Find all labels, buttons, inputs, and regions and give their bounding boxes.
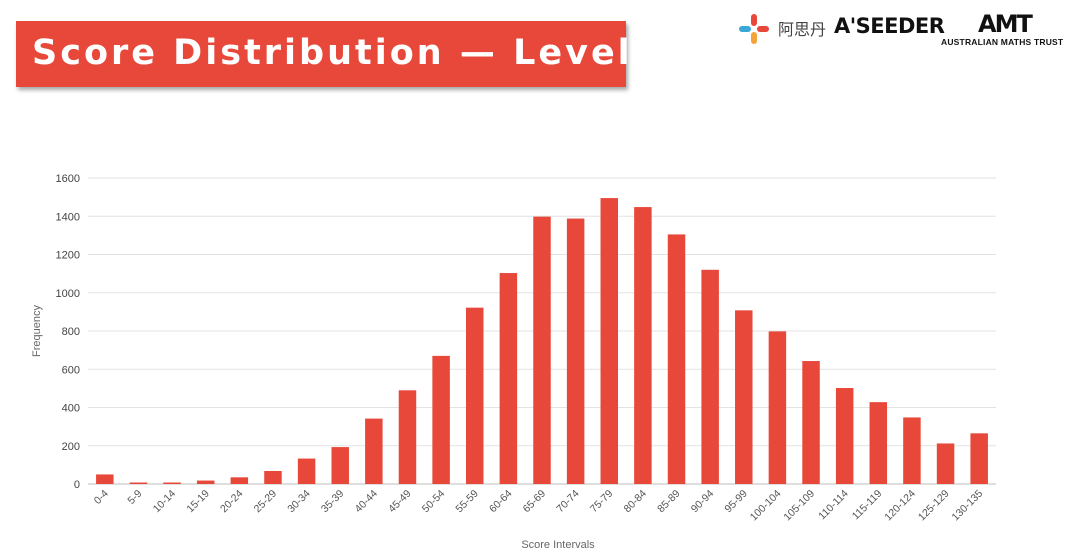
bar [533,216,551,484]
x-tick-label: 30-34 [285,488,313,516]
x-tick-label: 130-135 [950,488,986,524]
y-axis-title: Frequency [31,305,43,357]
x-tick-label: 0-4 [92,488,111,507]
bar [465,307,484,484]
x-tick-label: 60-64 [487,488,515,516]
x-tick-label: 10-14 [151,488,179,516]
aseeder-chinese-name: 阿思丹 [778,20,827,39]
aseeder-star-icon [739,14,769,44]
bar [196,480,215,484]
bar [903,417,921,484]
y-tick-label: 600 [62,364,80,376]
bar [970,433,988,484]
y-tick-label: 1400 [56,211,80,223]
x-tick-label: 110-114 [816,488,851,523]
x-tick-label: 115-119 [850,488,885,523]
bar [129,482,148,484]
y-tick-label: 400 [62,403,80,415]
x-tick-label: 15-19 [184,488,212,516]
x-tick-label: 50-54 [420,488,448,516]
aseeder-logo: 阿思丹 A'SEEDER [738,13,945,45]
amt-logo: AMT AUSTRALIAN MATHS TRUST [938,10,1074,50]
y-tick-label: 1000 [56,288,80,300]
y-tick-label: 1600 [56,173,80,185]
bar [96,474,114,484]
x-tick-label: 20-24 [218,488,246,516]
y-tick-label: 800 [62,326,80,338]
x-tick-label: 5-9 [125,488,144,507]
x-tick-label: 55-59 [453,488,481,516]
bar [735,310,753,484]
x-tick-label: 25-29 [252,488,280,516]
title-banner: Score Distribution — Level A [16,21,675,87]
amt-mark: AMT [978,10,1033,38]
bar [398,390,417,484]
y-tick-label: 1200 [56,250,80,262]
x-tick-label: 80-84 [622,488,650,516]
x-tick-label: 120-124 [882,488,918,524]
y-tick-label: 0 [74,479,80,491]
x-tick-label: 65-69 [521,488,549,516]
x-axis-title: Score Intervals [521,539,595,551]
x-tick-label: 125-129 [916,488,952,524]
x-tick-label: 105-109 [781,488,817,524]
x-tick-label: 75-79 [588,488,616,516]
bar [499,273,518,484]
bar [297,458,316,484]
bar [835,387,854,484]
x-tick-label: 35-39 [319,488,347,516]
bar [600,198,619,485]
aseeder-english-name: A'SEEDER [834,14,945,38]
bar [163,482,181,484]
bar [936,443,955,484]
bar [230,477,249,484]
x-tick-label: 95-99 [722,488,750,516]
x-tick-label: 90-94 [689,488,717,516]
x-tick-label: 40-44 [352,488,380,516]
bar [331,447,349,484]
bar [768,331,787,484]
x-tick-label: 85-89 [655,488,683,516]
bar [365,418,383,484]
bar [432,355,450,484]
bar [701,269,719,484]
x-tick-label: 45-49 [386,488,414,516]
bar [667,234,686,484]
y-tick-label: 200 [62,441,80,453]
x-tick-label: 70-74 [554,488,582,516]
bar [634,207,652,484]
x-tick-label: 100-104 [748,488,784,524]
bar [566,218,585,485]
page-title: Score Distribution — Level A [32,33,678,73]
amt-name: AUSTRALIAN MATHS TRUST [941,37,1064,47]
bar [869,402,888,484]
bar [264,470,282,484]
bar [802,361,820,484]
